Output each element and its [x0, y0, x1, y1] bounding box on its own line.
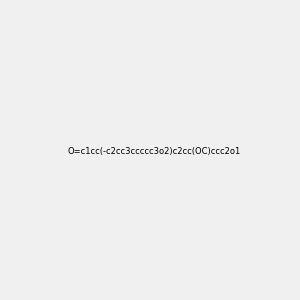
- Text: O=c1cc(-c2cc3ccccc3o2)c2cc(OC)ccc2o1: O=c1cc(-c2cc3ccccc3o2)c2cc(OC)ccc2o1: [67, 147, 240, 156]
